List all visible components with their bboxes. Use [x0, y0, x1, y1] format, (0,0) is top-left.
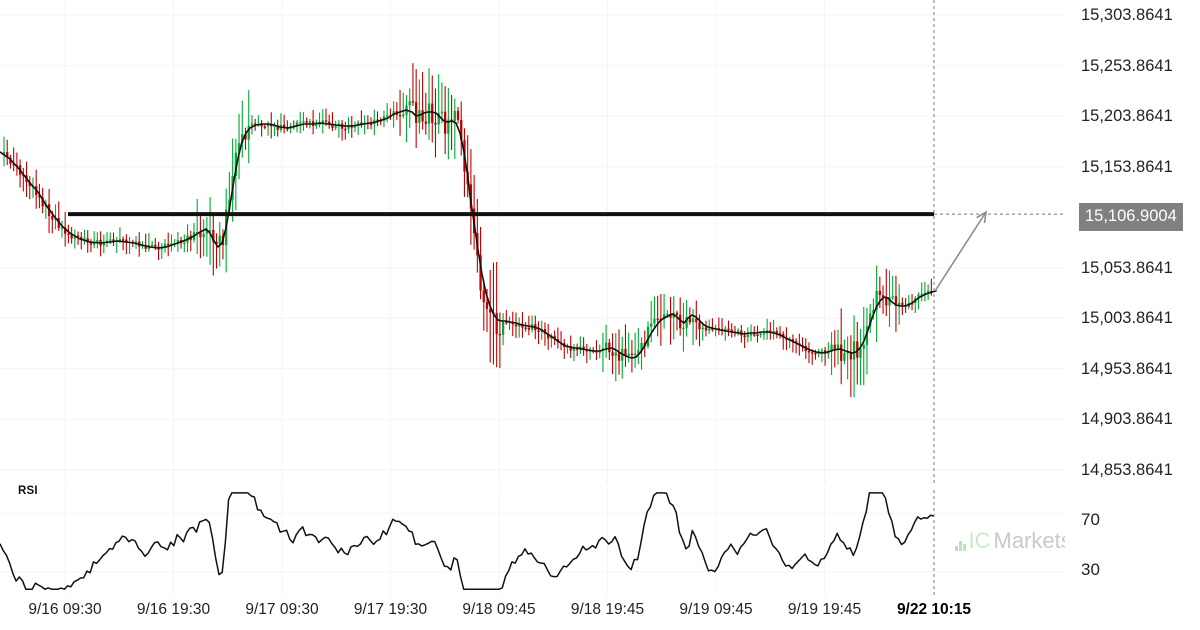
time-axis-tick: 9/17 09:30 [245, 601, 319, 618]
price-axis-tick: 15,203.8641 [1081, 107, 1173, 126]
moving-average-line [0, 109, 937, 359]
price-axis-tick: 14,853.8641 [1081, 460, 1173, 479]
current-price-tag: 15,106.9004 [1079, 203, 1183, 231]
price-axis-tick: 15,153.8641 [1081, 157, 1173, 176]
bar-chart-icon [955, 538, 966, 551]
price-axis-tick: 15,003.8641 [1081, 309, 1173, 328]
price-chart-svg [0, 0, 1065, 485]
time-axis-tick: 9/16 19:30 [136, 601, 211, 618]
rsi-chart-svg [0, 490, 1065, 595]
time-axis[interactable]: 9/16 09:30 9/16 19:30 9/17 09:30 9/17 19:30… [0, 596, 1065, 630]
rsi-panel[interactable] [0, 490, 1065, 595]
time-axis-tick: 9/17 19:30 [353, 601, 428, 618]
price-axis-tick: 15,303.8641 [1081, 6, 1173, 25]
time-axis-tick: 9/19 19:45 [787, 601, 862, 618]
time-axis-tick: 9/16 09:30 [28, 601, 102, 618]
price-axis-tick: 14,953.8641 [1081, 359, 1173, 378]
logo-ic-text: IC [968, 528, 991, 553]
rsi-panel-title: RSI [18, 485, 38, 497]
price-axis-tick: 15,253.8641 [1081, 56, 1173, 75]
price-axis-tick: 14,903.8641 [1081, 410, 1173, 429]
candlestick-series [2, 63, 933, 398]
ic-markets-logo: IC Markets [955, 528, 1072, 553]
rsi-level-label-30: 30 [1081, 560, 1100, 579]
price-axis-tick: 15,053.8641 [1081, 258, 1173, 277]
rsi-gridlines [0, 490, 1065, 595]
price-chart-panel[interactable] [0, 0, 1065, 485]
price-gridlines [0, 0, 1065, 485]
time-axis-tick: 9/18 09:45 [462, 601, 536, 618]
logo-markets-text: Markets [993, 528, 1072, 553]
time-axis-tick: 9/22 10:15 [896, 601, 972, 618]
rsi-line [0, 492, 935, 590]
price-axis[interactable]: 15,303.8641 15,253.8641 15,203.8641 15,153.… [1065, 0, 1200, 596]
rsi-level-label-70: 70 [1081, 510, 1100, 529]
forecast-arrow [934, 210, 988, 292]
time-axis-tick: 9/19 09:45 [679, 601, 753, 618]
time-axis-tick: 9/18 19:45 [570, 601, 645, 618]
